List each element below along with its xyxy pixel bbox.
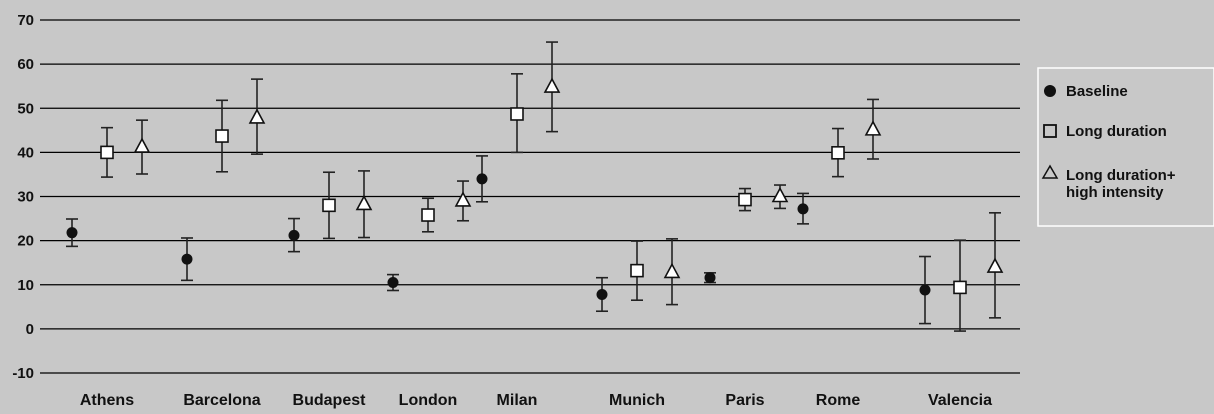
legend-marker-long-duration-high-intensity (1041, 164, 1059, 179)
data-point-baseline (181, 253, 193, 265)
x-tick-label: Budapest (293, 392, 367, 409)
y-tick-label: 50 (17, 100, 34, 117)
x-tick-label: Paris (725, 392, 764, 409)
y-tick-label: 20 (17, 233, 34, 250)
data-point-long-duration-high-intensity (454, 191, 472, 207)
x-tick-label: Milan (497, 392, 538, 409)
data-point-long-duration (510, 107, 524, 121)
data-point-long-duration (215, 129, 229, 143)
y-tick-label: 70 (17, 12, 34, 29)
data-point-long-duration (738, 192, 752, 207)
data-point-baseline (704, 272, 716, 284)
data-point-baseline (66, 227, 78, 239)
data-point-long-duration-high-intensity (986, 257, 1004, 273)
data-point-long-duration (421, 208, 435, 222)
data-point-baseline (797, 203, 809, 215)
y-tick-label: 0 (26, 321, 34, 338)
data-point-long-duration (831, 146, 845, 160)
data-point-long-duration (630, 263, 644, 278)
data-point-baseline (919, 284, 931, 296)
y-tick-label: 60 (17, 56, 34, 73)
data-point-long-duration (100, 145, 114, 160)
data-point-baseline (476, 173, 488, 185)
data-point-baseline (387, 277, 399, 289)
x-tick-label: Rome (816, 392, 861, 409)
x-tick-label: London (399, 392, 458, 409)
y-tick-label: 30 (17, 189, 34, 206)
legend-label: Long duration (1066, 123, 1167, 140)
x-tick-label: Valencia (928, 392, 992, 409)
y-tick-label: 10 (17, 277, 34, 294)
data-point-long-duration-high-intensity (663, 262, 681, 279)
data-point-long-duration-high-intensity (864, 120, 882, 136)
x-tick-label: Barcelona (183, 392, 260, 409)
legend-marker-baseline (1044, 85, 1056, 97)
x-tick-label: Munich (609, 392, 665, 409)
data-point-baseline (288, 229, 300, 241)
legend-box (1037, 67, 1214, 227)
y-tick-label: 40 (17, 144, 34, 161)
x-tick-label: Athens (80, 392, 134, 409)
data-point-long-duration-high-intensity (771, 186, 789, 203)
data-point-baseline (596, 288, 608, 300)
legend-marker-long-duration (1043, 124, 1057, 138)
data-point-long-duration (322, 198, 336, 213)
legend-label: Baseline (1066, 83, 1128, 100)
legend-label: Long duration+ (1066, 167, 1176, 184)
data-point-long-duration (953, 280, 967, 295)
data-point-long-duration-high-intensity (543, 77, 561, 93)
data-point-long-duration-high-intensity (133, 137, 151, 153)
data-point-long-duration-high-intensity (355, 194, 373, 211)
y-tick-label: -10 (12, 365, 34, 382)
legend-label-line2: high intensity (1066, 184, 1164, 201)
data-point-long-duration-high-intensity (248, 108, 266, 124)
